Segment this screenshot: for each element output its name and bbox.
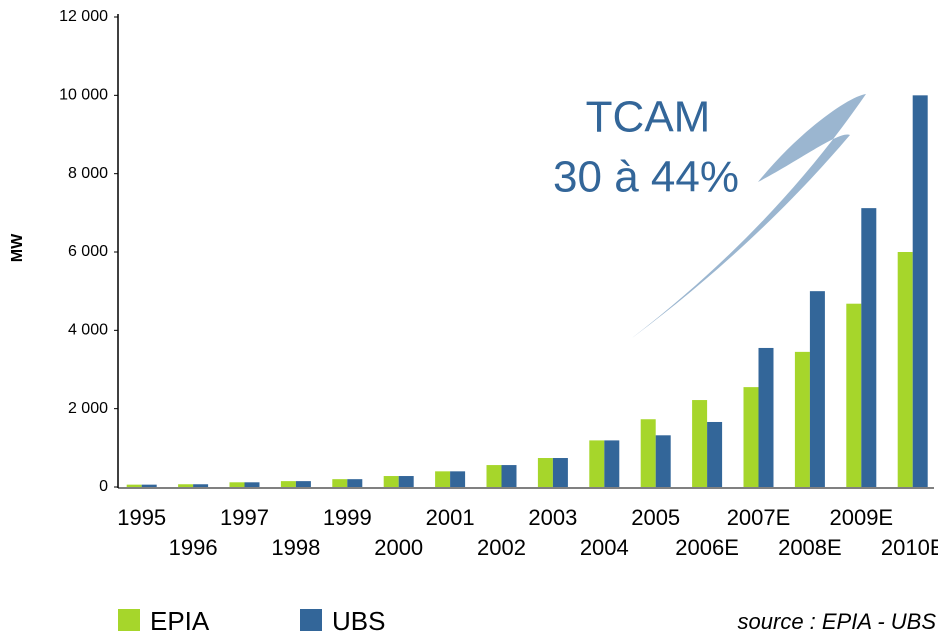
bar (758, 347, 774, 487)
bar (692, 400, 708, 487)
x-tick-label: 2008E (778, 535, 842, 560)
bar (794, 351, 810, 487)
bar (193, 484, 209, 487)
y-tick-label: 2 000 (68, 400, 108, 417)
legend-swatch (300, 609, 322, 631)
y-axis-label: MW (9, 233, 26, 262)
bar (347, 479, 363, 487)
x-tick-label: 2007E (727, 505, 791, 530)
bar (280, 481, 296, 487)
bar (332, 479, 348, 487)
x-tick-label: 1995 (117, 505, 166, 530)
bar (707, 421, 723, 487)
bar (604, 440, 620, 487)
x-tick-label: 1997 (220, 505, 269, 530)
y-tick-label: 12 000 (59, 8, 108, 25)
x-tick-label: 1996 (169, 535, 218, 560)
y-tick-label: 4 000 (68, 322, 108, 339)
bar (809, 291, 825, 487)
y-tick-label: 0 (99, 478, 108, 495)
x-tick-label: 2001 (426, 505, 475, 530)
growth-arrow (632, 94, 866, 338)
bar (486, 465, 502, 487)
bar (383, 476, 399, 487)
x-tick-label: 2005 (631, 505, 680, 530)
bar (229, 482, 245, 487)
bar (178, 484, 194, 487)
bar (435, 471, 451, 487)
bar (450, 471, 466, 487)
bar (655, 435, 671, 487)
x-tick-label: 2004 (580, 535, 629, 560)
x-tick-label: 2010E (881, 535, 938, 560)
bar (126, 484, 142, 487)
bar (743, 387, 759, 487)
x-tick-label: 2003 (528, 505, 577, 530)
bar (552, 458, 568, 487)
bar (501, 465, 517, 487)
x-tick-label: 2002 (477, 535, 526, 560)
x-tick-label: 2000 (374, 535, 423, 560)
source: source : EPIA - UBS (738, 609, 937, 634)
x-tick-label: 1999 (323, 505, 372, 530)
bar (861, 208, 877, 487)
bar (846, 303, 862, 487)
x-tick-label: 2006E (675, 535, 739, 560)
bar (295, 481, 311, 487)
bar (244, 482, 260, 487)
bar (398, 476, 414, 487)
bar (537, 458, 553, 487)
annotation: 30 à 44% (553, 153, 739, 202)
bar (640, 419, 656, 487)
x-tick-label: 2009E (829, 505, 893, 530)
bar (912, 95, 928, 487)
legend-label: EPIA (150, 606, 210, 636)
bar (897, 252, 913, 487)
legend-label: UBS (332, 606, 385, 636)
legend-swatch (118, 609, 140, 631)
bar (141, 484, 157, 487)
x-tick-label: 1998 (271, 535, 320, 560)
y-tick-label: 8 000 (68, 165, 108, 182)
annotation: TCAM (586, 93, 711, 142)
y-tick-label: 10 000 (59, 87, 108, 104)
bar (589, 440, 605, 487)
y-tick-label: 6 000 (68, 243, 108, 260)
